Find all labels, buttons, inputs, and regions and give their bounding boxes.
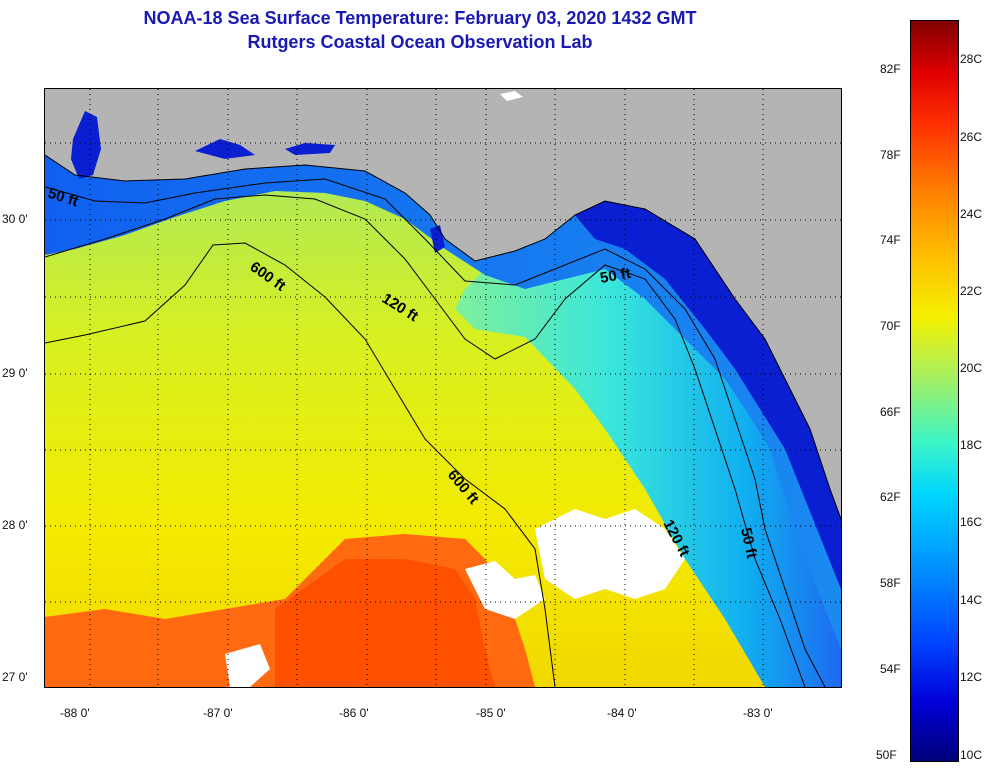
colorbar-label-c: 20C	[960, 361, 983, 375]
cloud-patch	[500, 91, 523, 101]
lon-tick: -85 0'	[476, 706, 506, 720]
colorbar-label-c: 12C	[960, 670, 983, 684]
colorbar-label-c: 26C	[960, 130, 983, 144]
lon-tick: -86 0'	[339, 706, 369, 720]
colorbar-label-f: 54F	[880, 662, 901, 676]
coastal-cold-strip	[575, 201, 841, 589]
colorbar-label-c: 14C	[960, 593, 983, 607]
contour-120ft	[45, 194, 806, 687]
coastline	[45, 154, 841, 520]
colorbar-label-f: 50F	[876, 748, 897, 762]
temperature-colorbar	[910, 20, 959, 762]
pensacola-bay	[195, 139, 255, 159]
sst-map: 50 ft 600 ft 120 ft 50 ft 600 ft 120 ft …	[44, 88, 842, 688]
colorbar-label-f: 66F	[880, 405, 901, 419]
lat-tick: 29 0'	[2, 366, 28, 380]
colorbar-label-f: 82F	[880, 62, 901, 76]
colorbar-label-c: 24C	[960, 207, 983, 221]
colorbar-label-c: 10C	[960, 748, 983, 762]
depth-label: 50 ft	[737, 526, 760, 560]
colorbar-label-c: 22C	[960, 284, 983, 298]
lat-tick: 28 0'	[2, 518, 28, 532]
colorbar-label-c: 16C	[960, 515, 983, 529]
sst-map-graphic: 50 ft 600 ft 120 ft 50 ft 600 ft 120 ft …	[45, 89, 841, 687]
colorbar-label-f: 62F	[880, 490, 901, 504]
lat-tick: 27 0'	[2, 670, 28, 684]
depth-label: 50 ft	[599, 265, 632, 287]
colorbar-label-c: 28C	[960, 52, 983, 66]
colorbar-label-f: 58F	[880, 576, 901, 590]
colorbar-label-c: 18C	[960, 438, 983, 452]
map-subtitle: Rutgers Coastal Ocean Observation Lab	[247, 32, 593, 52]
warm-water-core	[275, 559, 495, 687]
lon-tick: -83 0'	[743, 706, 773, 720]
nearshore-cold-water	[45, 155, 841, 649]
choctawhatchee-bay	[285, 143, 335, 155]
lon-tick: -88 0'	[60, 706, 90, 720]
lat-tick: 30 0'	[2, 212, 28, 226]
cloud-patch	[465, 561, 545, 619]
colorbar-label-f: 74F	[880, 233, 901, 247]
map-title: NOAA-18 Sea Surface Temperature: Februar…	[143, 8, 697, 28]
contour-600ft	[45, 242, 556, 687]
lon-tick: -87 0'	[203, 706, 233, 720]
cloud-patch	[225, 644, 270, 687]
mobile-bay	[71, 111, 101, 179]
colorbar-label-f: 78F	[880, 148, 901, 162]
lon-tick: -84 0'	[607, 706, 637, 720]
contour-50ft	[45, 178, 826, 687]
st-andrew-bay	[430, 225, 445, 253]
cloud-patch	[535, 509, 685, 599]
colorbar-label-f: 70F	[880, 319, 901, 333]
